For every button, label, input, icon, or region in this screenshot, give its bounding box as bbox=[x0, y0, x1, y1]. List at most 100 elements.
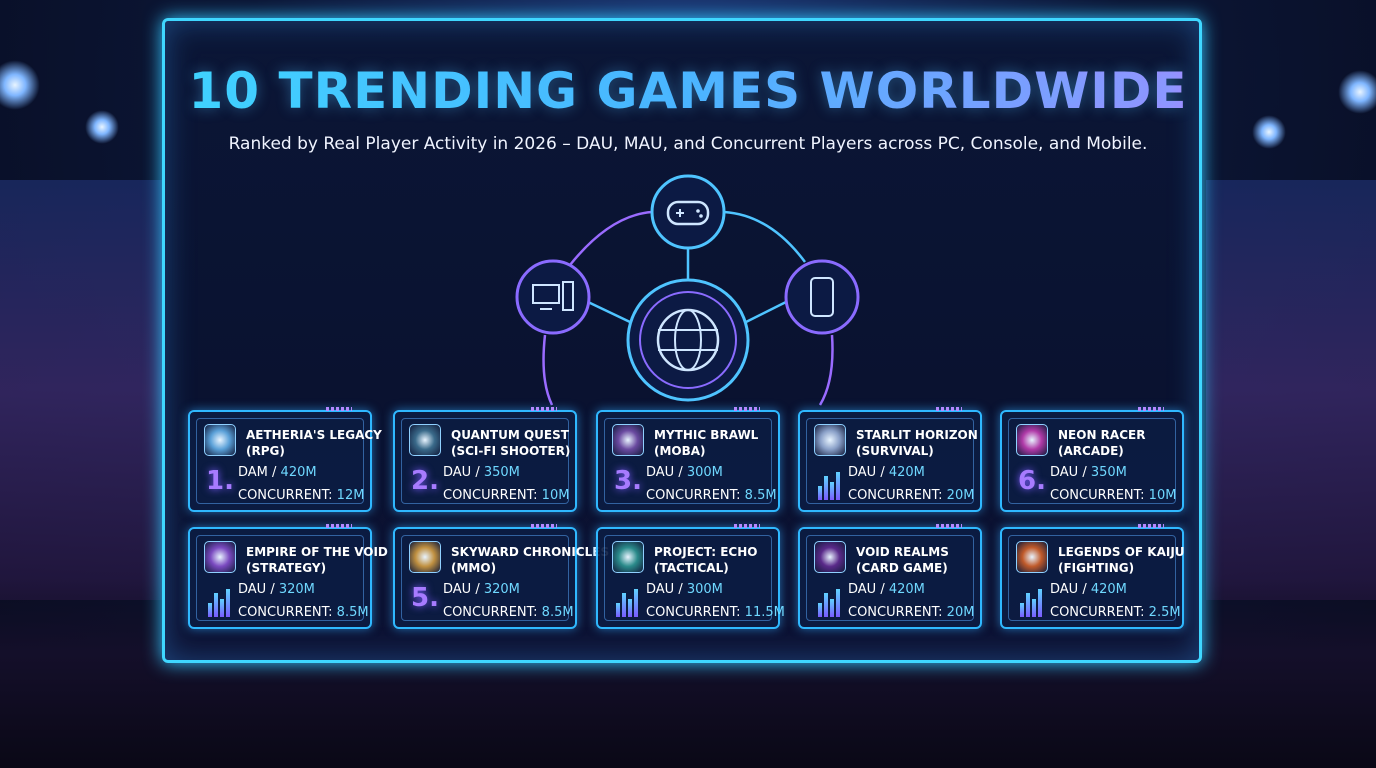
card-tab bbox=[531, 407, 557, 411]
card-tab bbox=[531, 524, 557, 528]
concurrent-row: CONCURRENT: 10M bbox=[1050, 488, 1176, 503]
hub-node bbox=[626, 278, 750, 402]
game-icon bbox=[409, 424, 441, 456]
concurrent-row: CONCURRENT: 11.5M bbox=[646, 605, 785, 620]
game-rank: 5. bbox=[411, 583, 439, 613]
metric-label: DAU / bbox=[848, 582, 885, 597]
game-name: PROJECT: ECHO bbox=[654, 545, 758, 559]
metric-value: 420M bbox=[1090, 582, 1127, 597]
metric-label: DAU / bbox=[443, 582, 480, 597]
concurrent-label: CONCURRENT: bbox=[848, 605, 943, 620]
game-genre: (MOBA) bbox=[654, 444, 706, 458]
game-icon bbox=[204, 541, 236, 573]
game-rank: 1. bbox=[206, 466, 234, 496]
connectors bbox=[542, 210, 834, 406]
card-tab bbox=[936, 524, 962, 528]
concurrent-value: 20M bbox=[946, 605, 975, 620]
game-icon bbox=[814, 424, 846, 456]
concurrent-label: CONCURRENT: bbox=[848, 488, 943, 503]
metric-label: DAU / bbox=[646, 465, 683, 480]
metric-value: 320M bbox=[278, 582, 315, 597]
metric-row: DAU / 350M bbox=[443, 465, 520, 480]
metric-row: DAU / 320M bbox=[443, 582, 520, 597]
bar-icon bbox=[818, 472, 842, 500]
concurrent-label: CONCURRENT: bbox=[646, 605, 741, 620]
mobile-node bbox=[784, 259, 860, 335]
metric-row: DAU / 300M bbox=[646, 582, 723, 597]
metric-value: 350M bbox=[1090, 465, 1127, 480]
concurrent-value: 12M bbox=[336, 488, 365, 503]
concurrent-value: 8.5M bbox=[541, 605, 574, 620]
metric-value: 350M bbox=[483, 465, 520, 480]
metric-row: DAM / 420M bbox=[238, 465, 317, 480]
card-frame bbox=[401, 535, 569, 621]
metric-row: DAU / 300M bbox=[646, 465, 723, 480]
game-card: EMPIRE OF THE VOID (STRATEGY) DAU / 320M CO… bbox=[188, 524, 388, 629]
concurrent-row: CONCURRENT: 8.5M bbox=[238, 605, 369, 620]
concurrent-value: 20M bbox=[946, 488, 975, 503]
arena-side bbox=[1206, 180, 1376, 600]
metric-row: DAU / 420M bbox=[848, 465, 925, 480]
card-frame bbox=[1008, 535, 1176, 621]
game-icon bbox=[612, 541, 644, 573]
game-genre: (ARCADE) bbox=[1058, 444, 1124, 458]
metric-value: 420M bbox=[280, 465, 317, 480]
concurrent-value: 10M bbox=[541, 488, 570, 503]
game-card: PROJECT: ECHO (TACTICAL) DAU / 300M CONCURR… bbox=[596, 524, 785, 629]
card-tab bbox=[936, 407, 962, 411]
subtitle: Ranked by Real Player Activity in 2026 –… bbox=[228, 134, 1148, 154]
game-genre: (SCI-FI SHOOTER) bbox=[451, 444, 571, 458]
game-card: SKYWARD CHRONICLES (MMO) 5. DAU / 320M CONCU… bbox=[393, 524, 609, 629]
metric-row: DAU / 420M bbox=[848, 582, 925, 597]
game-card: VOID REALMS (CARD GAME) DAU / 420M CONCURRE… bbox=[798, 524, 982, 629]
concurrent-value: 10M bbox=[1148, 488, 1177, 503]
spotlight bbox=[1338, 70, 1376, 114]
metric-row: DAU / 320M bbox=[238, 582, 315, 597]
spotlight bbox=[85, 110, 119, 144]
metric-value: 420M bbox=[888, 465, 925, 480]
card-frame bbox=[806, 535, 974, 621]
card-tab bbox=[1138, 524, 1164, 528]
arena-side bbox=[0, 180, 170, 600]
card-frame bbox=[806, 418, 974, 504]
game-card: NEON RACER (ARCADE) 6. DAU / 350M CONCURRENT… bbox=[1000, 407, 1184, 512]
metric-label: DAM / bbox=[238, 465, 277, 480]
pc-node bbox=[515, 259, 591, 335]
card-frame bbox=[604, 535, 772, 621]
game-name: AETHERIA'S LEGACY bbox=[246, 428, 382, 442]
game-genre: (SURVIVAL) bbox=[856, 444, 934, 458]
metric-value: 300M bbox=[686, 582, 723, 597]
game-icon bbox=[1016, 424, 1048, 456]
concurrent-value: 2.5M bbox=[1148, 605, 1181, 620]
bar-icon bbox=[818, 589, 842, 617]
game-rank: 6. bbox=[1018, 466, 1046, 496]
card-tab bbox=[326, 524, 352, 528]
concurrent-value: 8.5M bbox=[744, 488, 777, 503]
card-tab bbox=[1138, 407, 1164, 411]
metric-label: DAU / bbox=[443, 465, 480, 480]
title: 10 TRENDING GAMES WORLDWIDE bbox=[0, 62, 1376, 120]
game-icon bbox=[814, 541, 846, 573]
concurrent-row: CONCURRENT: 12M bbox=[238, 488, 364, 503]
game-genre: (TACTICAL) bbox=[654, 561, 729, 575]
metric-label: DAU / bbox=[238, 582, 275, 597]
game-icon bbox=[612, 424, 644, 456]
card-tab bbox=[734, 407, 760, 411]
metric-label: DAU / bbox=[1050, 465, 1087, 480]
card-tab bbox=[734, 524, 760, 528]
game-name: EMPIRE OF THE VOID bbox=[246, 545, 388, 559]
concurrent-value: 11.5M bbox=[744, 605, 785, 620]
game-icon bbox=[1016, 541, 1048, 573]
card-frame bbox=[401, 418, 569, 504]
concurrent-row: CONCURRENT: 10M bbox=[443, 488, 569, 503]
metric-label: DAU / bbox=[848, 465, 885, 480]
bar-icon bbox=[616, 589, 640, 617]
concurrent-label: CONCURRENT: bbox=[1050, 488, 1145, 503]
concurrent-label: CONCURRENT: bbox=[238, 488, 333, 503]
card-frame bbox=[1008, 418, 1176, 504]
concurrent-label: CONCURRENT: bbox=[646, 488, 741, 503]
concurrent-row: CONCURRENT: 20M bbox=[848, 605, 974, 620]
card-frame bbox=[196, 535, 364, 621]
game-rank: 3. bbox=[614, 466, 642, 496]
